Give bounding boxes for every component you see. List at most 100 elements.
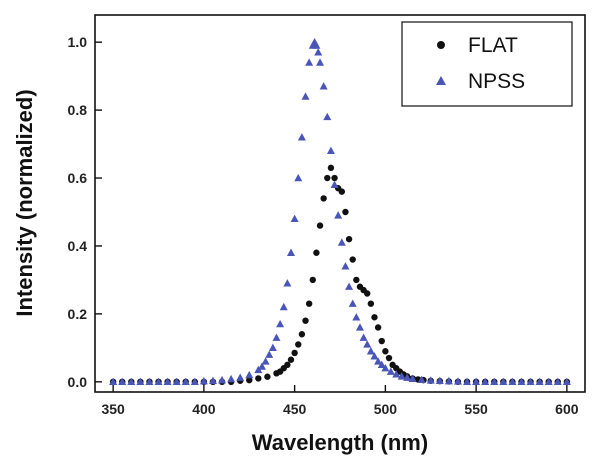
- data-point-flat: [349, 256, 356, 263]
- data-point-flat: [327, 164, 335, 172]
- legend-box: [401, 21, 573, 107]
- legend-label-npss: NPSS: [468, 70, 525, 93]
- data-point-npss: [257, 362, 266, 370]
- data-point-flat: [295, 341, 302, 348]
- legend-marker-npss: [436, 76, 446, 85]
- data-point-npss: [472, 377, 481, 386]
- data-point-npss: [208, 376, 217, 384]
- data-point-npss: [279, 302, 288, 311]
- y-tick-label: 0.8: [68, 102, 88, 118]
- data-point-npss: [163, 377, 172, 386]
- data-point-npss: [109, 377, 118, 386]
- data-point-npss: [553, 377, 562, 386]
- data-point-npss: [535, 377, 544, 386]
- data-point-npss: [544, 377, 553, 386]
- data-point-npss: [397, 372, 406, 380]
- data-point-npss: [377, 360, 386, 369]
- y-tick-label: 0.6: [68, 170, 88, 186]
- data-point-flat: [287, 356, 295, 363]
- data-point-flat: [302, 317, 309, 324]
- data-point-flat: [374, 324, 382, 331]
- data-point-npss: [294, 173, 303, 182]
- data-point-npss: [490, 377, 499, 386]
- plot-area: 350 400 450 500 550 600 0.0 0.2 0.4 0.6 0.8 1.0 FL…: [12, 14, 586, 455]
- data-point-npss: [562, 377, 571, 386]
- legend-label-flat: FLAT: [468, 34, 518, 57]
- data-point-npss: [444, 376, 453, 385]
- x-tick-label: 450: [283, 401, 307, 417]
- data-point-npss: [403, 373, 412, 381]
- data-point-flat: [298, 331, 306, 338]
- data-point-npss: [463, 377, 472, 386]
- data-point-npss: [323, 112, 332, 121]
- data-point-npss: [314, 48, 323, 56]
- y-axis-title: Intensity (normalized): [12, 89, 37, 316]
- data-point-flat: [382, 348, 389, 355]
- y-axis: 0.0 0.2 0.4 0.6 0.8 1.0: [68, 34, 102, 390]
- data-point-npss: [392, 370, 401, 378]
- x-tick-label: 550: [464, 401, 488, 417]
- data-point-npss: [345, 282, 354, 290]
- data-point-flat: [331, 174, 338, 182]
- x-tick-label: 500: [374, 401, 398, 417]
- data-point-flat: [324, 174, 331, 182]
- data-point-npss: [181, 377, 190, 386]
- data-point-npss: [435, 376, 444, 384]
- data-point-flat: [367, 300, 375, 307]
- data-point-npss: [334, 211, 343, 219]
- y-tick-label: 0.2: [68, 306, 88, 322]
- data-point-npss: [337, 238, 346, 246]
- data-point-npss: [154, 377, 163, 386]
- data-point-flat: [385, 354, 393, 362]
- x-tick-label: 400: [192, 401, 216, 417]
- data-point-npss: [381, 364, 390, 372]
- data-point-flat: [342, 208, 349, 216]
- data-point-npss: [261, 357, 270, 365]
- data-point-npss: [265, 350, 274, 358]
- data-point-npss: [363, 340, 372, 348]
- data-point-flat: [371, 314, 378, 321]
- data-point-flat: [364, 290, 371, 297]
- data-point-npss: [316, 58, 325, 66]
- data-point-flat: [353, 276, 360, 284]
- data-point-npss: [301, 92, 310, 100]
- data-point-npss: [297, 133, 306, 141]
- data-point-flat: [291, 349, 298, 357]
- data-point-npss: [408, 374, 417, 382]
- data-point-npss: [283, 279, 292, 287]
- data-point-npss: [118, 377, 127, 386]
- data-point-npss: [352, 313, 361, 321]
- data-point-npss: [272, 333, 281, 341]
- data-point-flat: [345, 235, 353, 243]
- x-axis-title: Wavelength (nm): [252, 430, 428, 455]
- data-point-npss: [276, 319, 285, 328]
- legend: FLAT NPSS: [401, 21, 573, 107]
- data-point-flat: [320, 195, 327, 202]
- data-point-flat: [378, 337, 385, 345]
- data-point-npss: [499, 377, 508, 386]
- data-point-npss: [348, 299, 357, 307]
- data-point-npss: [355, 323, 364, 331]
- data-point-npss: [218, 375, 227, 384]
- data-point-npss: [312, 41, 321, 49]
- data-point-npss: [290, 214, 299, 222]
- series-npss: [109, 37, 571, 386]
- data-point-flat: [309, 276, 316, 284]
- x-tick-label: 350: [101, 401, 125, 417]
- data-point-npss: [366, 347, 375, 355]
- data-point-npss: [236, 373, 245, 381]
- data-point-flat: [305, 300, 313, 307]
- data-point-npss: [319, 82, 328, 90]
- data-point-npss: [287, 248, 295, 256]
- data-point-flat: [284, 361, 291, 369]
- series-flat: [109, 164, 571, 386]
- data-point-npss: [227, 374, 236, 383]
- data-point-npss: [426, 376, 435, 384]
- data-point-npss: [481, 377, 490, 386]
- data-point-npss: [508, 377, 517, 386]
- data-point-npss: [305, 58, 314, 66]
- data-point-flat: [264, 373, 271, 380]
- y-tick-label: 0.0: [68, 374, 88, 390]
- data-point-npss: [330, 180, 339, 189]
